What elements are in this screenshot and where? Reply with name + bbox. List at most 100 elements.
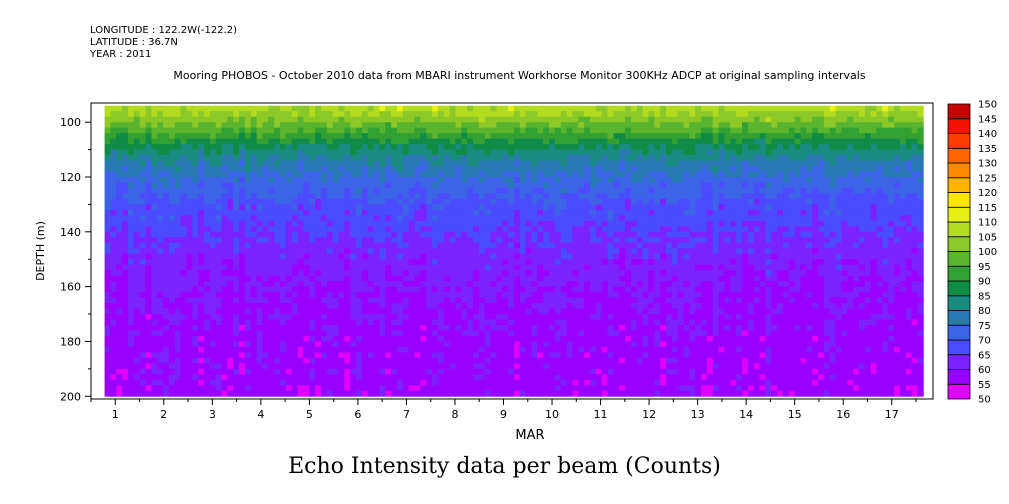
heatmap-cell [449,204,456,211]
heatmap-cell [537,379,544,386]
heatmap-cell [127,182,135,189]
heatmap-cell [402,303,410,309]
heatmap-cell [180,231,187,238]
heatmap-cell [309,231,316,238]
heatmap-cell [157,105,164,112]
heatmap-cell [408,127,415,134]
heatmap-cell [274,160,281,167]
heatmap-cell [256,209,263,216]
heatmap-cell [367,357,374,364]
heatmap-cell [239,390,246,397]
heatmap-cell [320,346,328,353]
heatmap-cell [426,319,433,326]
heatmap-cell [543,292,550,298]
heatmap-cell [297,264,304,271]
heatmap-cell [221,215,228,222]
heatmap-cell [426,155,433,161]
heatmap-cell [180,259,187,266]
heatmap-cell [490,292,497,298]
heatmap-cell [367,182,374,189]
heatmap-cell [268,248,275,255]
heatmap-cell [613,242,620,249]
heatmap-cell [116,116,123,123]
heatmap-cell [297,303,304,309]
heatmap-cell [566,325,573,331]
heatmap-cell [560,209,567,216]
heatmap-cell [215,187,222,194]
heatmap-cell [280,390,287,397]
heatmap-cell [473,346,480,353]
heatmap-cell [549,166,556,172]
heatmap-cell [198,166,205,172]
heatmap-cell [613,346,620,353]
heatmap-cell [168,166,176,172]
heatmap-cell [168,357,176,364]
heatmap-cell [256,352,263,359]
heatmap-cell [385,127,392,134]
heatmap-cell [525,325,532,331]
heatmap-cell [122,357,129,364]
heatmap-cell [584,385,591,392]
heatmap-cell [221,319,228,326]
heatmap-cell [204,341,211,348]
heatmap-cell [326,248,334,255]
heatmap-cell [157,270,164,277]
heatmap-cell [221,237,228,244]
heatmap-cell [309,286,316,293]
heatmap-cell [256,385,263,392]
heatmap-cell [122,308,129,315]
heatmap-cell [543,253,550,260]
heatmap-cell [391,149,398,156]
heatmap-cell [478,155,486,161]
heatmap-cell [467,177,474,183]
heatmap-cell [519,368,527,375]
heatmap-cell [198,357,205,364]
heatmap-cell [174,368,182,375]
heatmap-cell [350,144,357,150]
heatmap-cell [356,193,363,200]
heatmap-cell [139,209,146,216]
heatmap-cell [414,379,421,386]
heatmap-cell [168,144,176,150]
heatmap-cell [157,352,164,359]
heatmap-cell [250,286,258,293]
heatmap-cell [502,166,509,172]
heatmap-cell [490,352,497,359]
heatmap-cell [320,171,328,178]
heatmap-cell [642,308,649,315]
heatmap-cell [490,346,497,353]
heatmap-cell [233,166,240,172]
heatmap-cell [291,319,298,326]
heatmap-cell [473,303,480,309]
heatmap-cell [648,116,655,123]
heatmap-cell [537,352,544,359]
heatmap-cell [221,352,228,359]
heatmap-cell [584,248,591,255]
heatmap-cell [408,133,415,140]
heatmap-cell [145,242,152,249]
heatmap-cell [560,226,567,233]
heatmap-cell [274,237,281,244]
heatmap-cell [221,390,228,397]
heatmap-cell [396,379,404,386]
heatmap-cell [636,270,643,277]
heatmap-cell [560,264,567,271]
heatmap-cell [554,198,562,205]
heatmap-cell [104,314,111,320]
heatmap-cell [449,368,456,375]
heatmap-cell [157,166,164,172]
heatmap-cell [554,281,562,288]
heatmap-cell [227,160,234,167]
heatmap-cell [209,352,217,359]
heatmap-cell [473,209,480,216]
heatmap-cell [642,385,649,392]
heatmap-cell [537,187,544,194]
heatmap-cell [297,341,304,348]
heatmap-cell [537,357,544,364]
heatmap-cell [110,379,117,386]
heatmap-cell [455,187,462,194]
heatmap-cell [274,122,281,129]
heatmap-cell [227,357,234,364]
heatmap-cell [589,308,597,315]
heatmap-cell [233,379,240,386]
